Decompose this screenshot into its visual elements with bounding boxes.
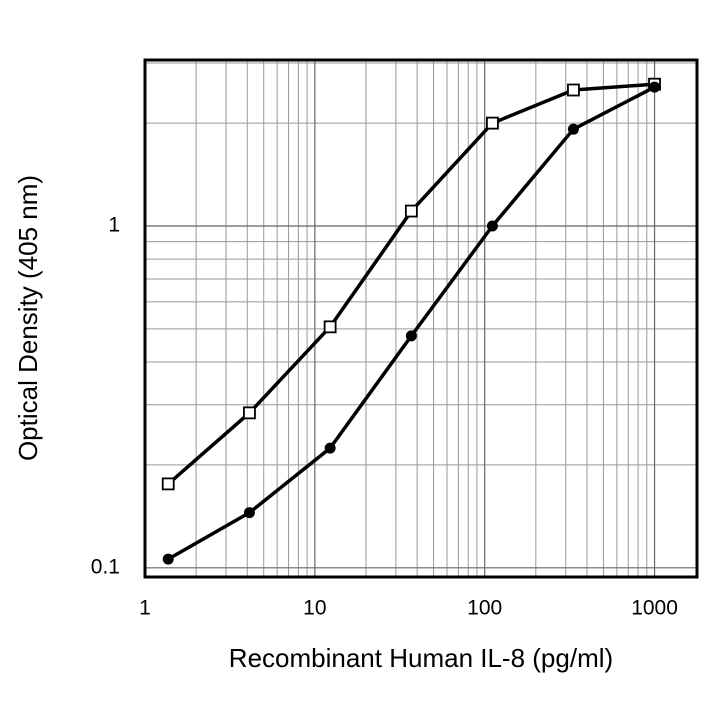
series-line bbox=[167, 85, 656, 561]
data-point bbox=[404, 204, 418, 218]
x-tick-label: 10 bbox=[303, 597, 326, 620]
data-point bbox=[243, 507, 255, 519]
y-tick-label: 1 bbox=[108, 214, 120, 237]
data-point bbox=[567, 83, 580, 97]
data-point bbox=[486, 220, 498, 232]
data-point bbox=[323, 320, 337, 334]
x-tick-label: 1 bbox=[139, 597, 151, 620]
data-point bbox=[324, 442, 336, 454]
data-point bbox=[649, 81, 661, 93]
data-point bbox=[161, 477, 175, 491]
data-point bbox=[162, 553, 174, 565]
data-point bbox=[567, 123, 579, 135]
series-line bbox=[167, 82, 655, 486]
x-tick-label: 1000 bbox=[631, 597, 678, 620]
data-point bbox=[243, 406, 256, 420]
x-tick-label: 100 bbox=[467, 597, 502, 620]
data-point bbox=[405, 330, 417, 342]
data-point bbox=[485, 116, 499, 130]
y-axis-title: Optical Density (405 nm) bbox=[13, 175, 43, 461]
y-tick-label: 0.1 bbox=[91, 555, 120, 578]
plot-frame bbox=[143, 58, 699, 579]
x-axis-title: Recombinant Human IL-8 (pg/ml) bbox=[229, 643, 613, 673]
